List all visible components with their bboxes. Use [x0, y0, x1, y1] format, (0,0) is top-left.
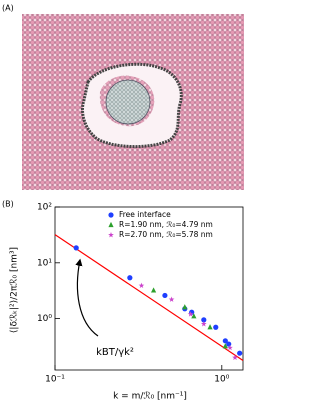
data-point: [162, 292, 168, 299]
data-point: [182, 304, 188, 310]
fit-line: [54, 234, 244, 361]
legend-label: R=1.90 nm, ℛ₀=4.79 nm: [119, 220, 213, 229]
panel-label: (B): [2, 200, 14, 209]
data-point: [227, 344, 233, 351]
y-axis-label: ⟨|δℛₖ|²⟩/2πℛ₀ [nm³]: [10, 247, 20, 333]
x-tick-label: 10⁻¹: [45, 375, 65, 385]
data-point: [73, 245, 79, 251]
data-point: [201, 317, 207, 323]
data-point: [237, 350, 243, 356]
x-tick-label: 10⁰: [214, 375, 229, 385]
annotation: kBT/γk²: [96, 347, 134, 358]
page: {"panel_labels": ["(A)", "(B)"], "chart_…: [2, 3, 244, 402]
legend-label: Free interface: [119, 210, 171, 219]
annotation-arrow: [75, 258, 99, 337]
panel-label: (A): [2, 4, 14, 13]
data-point: [191, 313, 197, 319]
data-point: [127, 275, 133, 281]
data-point: [207, 324, 213, 330]
data-point: [138, 282, 145, 289]
data-point: [213, 324, 219, 330]
data-point: [200, 321, 207, 327]
y-tick-label: 10⁰: [37, 314, 52, 324]
data-point: [222, 343, 228, 349]
figure: (A) (B) k = m/ℛ₀ [nm⁻¹] ⟨|δℛₖ|²⟩/2πℛ₀ [n…: [2, 4, 244, 402]
legend-marker: [108, 212, 114, 218]
legend-marker: [108, 221, 114, 228]
legend-marker: [108, 232, 114, 238]
y-tick-label: 10¹: [37, 258, 52, 268]
data-point: [168, 296, 175, 302]
data-point: [150, 287, 157, 293]
data-point: [222, 338, 228, 344]
simulation-snapshot: [22, 14, 244, 190]
data-point: [226, 341, 232, 347]
x-axis-label: k = m/ℛ₀ [nm⁻¹]: [113, 392, 187, 402]
y-tick-label: 10²: [37, 203, 52, 213]
plot-frame: [54, 206, 244, 371]
data-point: [187, 311, 194, 317]
data-point: [232, 354, 238, 361]
legend-label: R=2.70 nm, ℛ₀=5.78 nm: [119, 230, 213, 239]
